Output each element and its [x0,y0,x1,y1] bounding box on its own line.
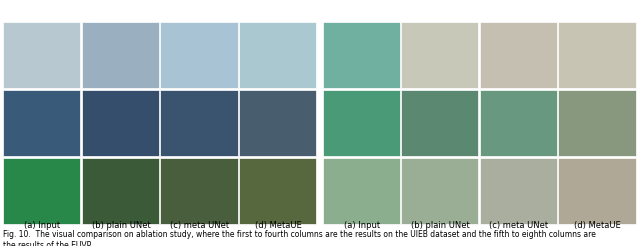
FancyBboxPatch shape [239,158,316,224]
FancyBboxPatch shape [160,22,237,88]
Text: Fig. 10.  The visual comparison on ablation study, where the first to fourth col: Fig. 10. The visual comparison on ablati… [3,230,596,246]
Text: (d) MetaUE: (d) MetaUE [574,221,621,230]
FancyBboxPatch shape [558,90,636,156]
Text: (b) plain UNet: (b) plain UNet [411,221,470,230]
FancyBboxPatch shape [323,158,400,224]
Text: (c) meta UNet: (c) meta UNet [170,221,229,230]
FancyBboxPatch shape [323,90,400,156]
FancyBboxPatch shape [480,90,557,156]
FancyBboxPatch shape [160,158,237,224]
FancyBboxPatch shape [480,22,557,88]
FancyBboxPatch shape [82,90,159,156]
FancyBboxPatch shape [401,22,479,88]
FancyBboxPatch shape [401,90,479,156]
FancyBboxPatch shape [323,22,400,88]
FancyBboxPatch shape [3,158,81,224]
FancyBboxPatch shape [160,90,237,156]
Text: (a) Input: (a) Input [24,221,61,230]
FancyBboxPatch shape [239,22,316,88]
FancyBboxPatch shape [3,22,81,88]
FancyBboxPatch shape [3,90,81,156]
FancyBboxPatch shape [480,158,557,224]
Text: (c) meta UNet: (c) meta UNet [490,221,548,230]
Text: (d) MetaUE: (d) MetaUE [255,221,301,230]
FancyBboxPatch shape [558,22,636,88]
Text: (b) plain UNet: (b) plain UNet [92,221,150,230]
Text: (a) Input: (a) Input [344,221,380,230]
FancyBboxPatch shape [82,22,159,88]
FancyBboxPatch shape [239,90,316,156]
FancyBboxPatch shape [401,158,479,224]
FancyBboxPatch shape [558,158,636,224]
FancyBboxPatch shape [82,158,159,224]
